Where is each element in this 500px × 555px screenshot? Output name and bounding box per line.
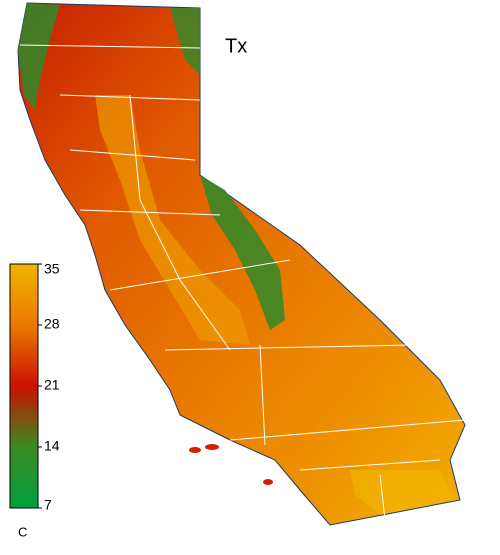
desert-yellow <box>350 470 455 515</box>
county-line <box>69 149 196 161</box>
california <box>17 2 466 526</box>
island <box>189 447 201 453</box>
county-line <box>299 459 441 471</box>
county-line <box>379 474 386 521</box>
colorbar-tick-label: 21 <box>44 377 60 393</box>
colorbar-fill <box>9 263 39 509</box>
state-shape <box>17 2 466 526</box>
valley-orange <box>95 95 250 345</box>
county-line <box>109 259 291 291</box>
colorbar: C 35 28 21 14 7 <box>9 261 60 539</box>
county-line <box>164 344 411 351</box>
county-line <box>229 419 466 441</box>
colorbar-tick-label: 35 <box>44 261 60 277</box>
colorbar-tick-label: 14 <box>44 438 60 454</box>
northeast-green <box>170 8 200 75</box>
county-line <box>259 344 266 446</box>
north-coast-green <box>18 3 60 110</box>
county-line <box>79 209 221 216</box>
county-lines <box>19 44 466 521</box>
county-line <box>129 94 231 351</box>
island <box>205 444 219 450</box>
island <box>263 479 273 485</box>
sierra-green <box>200 175 285 330</box>
colorbar-tick-label: 7 <box>44 497 52 513</box>
colorbar-unit: C <box>18 524 27 539</box>
colorbar-tick-label: 28 <box>44 316 60 332</box>
county-line <box>19 44 201 49</box>
map-title: Tx <box>225 35 247 57</box>
